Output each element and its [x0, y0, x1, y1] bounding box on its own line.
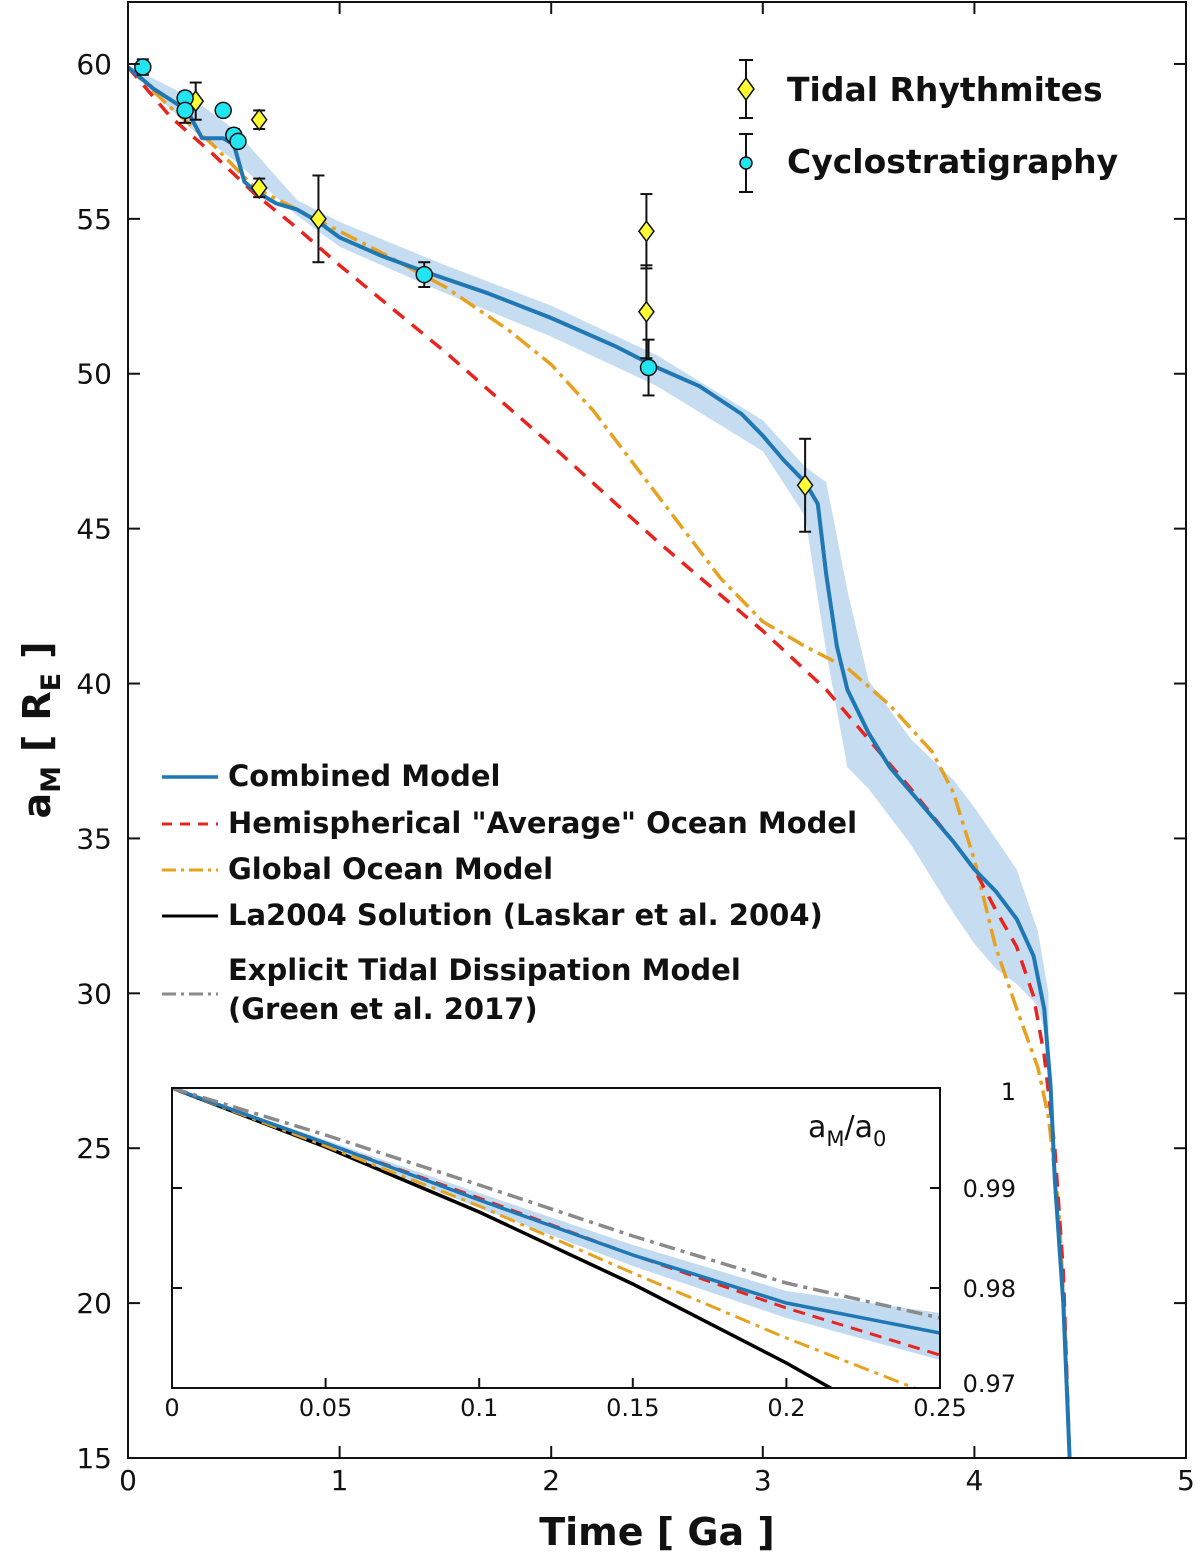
inset-x-tick-label: 0.2 — [767, 1394, 805, 1422]
legend-lines: Combined Model Hemispherical "Average" O… — [162, 759, 857, 1026]
y-axis-title-unit-sub: E — [36, 673, 67, 691]
data-points-group — [134, 58, 814, 533]
legend-rhythmite-label: Tidal Rhythmites — [787, 70, 1103, 109]
y-tick-label: 40 — [76, 668, 112, 701]
inset-plot: 0 0.05 0.1 0.15 0.2 0.250.970.980.991 aM/a0 — [164, 1078, 1016, 1422]
cyclostratigraphy-point — [214, 101, 232, 120]
inset-axes: 0 0.05 0.1 0.15 0.2 0.250.97 0.98 0.99 1 — [164, 1078, 1016, 1422]
legend-explicit-label-line2: (Green et al. 2017) — [228, 992, 538, 1026]
y-tick-label: 55 — [76, 203, 112, 236]
tidal-rhythmite-point — [637, 300, 655, 324]
legend-cyclo-label: Cyclostratigraphy — [787, 142, 1118, 181]
tidal-rhythmite-point — [637, 219, 655, 243]
inset-explicit-line — [172, 1088, 940, 1320]
inset-x-tick-label: 0.1 — [460, 1394, 498, 1422]
legend-cyclo-marker — [739, 156, 753, 170]
y-tick-label: 15 — [76, 1442, 112, 1475]
main-plot-frame — [127, 1, 1187, 1459]
inset-combined-line — [172, 1088, 940, 1335]
y-tick-label: 35 — [76, 822, 112, 855]
tidal-rhythmite-point — [250, 108, 268, 131]
x-tick-label: 5 — [1177, 1464, 1195, 1497]
x-tick-label: 0 — [119, 1464, 137, 1497]
cyclostratigraphy-point — [134, 58, 152, 76]
y-tick-label: 30 — [76, 977, 112, 1010]
inset-series-group — [172, 1088, 940, 1388]
x-tick-label: 2 — [542, 1464, 560, 1497]
inset-y-label-sub2: 0 — [873, 1127, 886, 1151]
y-axis-title-sub: M — [36, 766, 67, 793]
legend-explicit-label-line1: Explicit Tidal Dissipation Model — [228, 953, 741, 987]
y-tick-label: 50 — [76, 358, 112, 391]
hemispherical-ocean-model-line — [128, 65, 1072, 1458]
tidal-rhythmite-point — [796, 474, 814, 497]
y-tick-label: 25 — [76, 1132, 112, 1165]
inset-y-label-slash: /a — [845, 1110, 874, 1145]
inset-y-label-sub1: M — [826, 1127, 844, 1151]
cyclostratigraphy-point — [639, 358, 658, 377]
inset-y-tick-label: 0.98 — [963, 1275, 1016, 1303]
legend-rhythmite-marker — [737, 76, 755, 102]
inset-x-tick-label: 0.15 — [606, 1394, 659, 1422]
cyclostratigraphy-point — [229, 132, 247, 151]
inset-y-tick-label: 1 — [1001, 1078, 1016, 1106]
inset-x-tick-label: 0.25 — [913, 1394, 966, 1422]
y-axis-title-open: [ — [15, 735, 59, 752]
y-axis-title: aM [ RE] — [15, 642, 67, 819]
legend-points: Tidal Rhythmites Cyclostratigraphy — [737, 59, 1118, 193]
tidal-rhythmite-point — [250, 176, 268, 200]
y-axis-title-close: ] — [15, 642, 59, 659]
cyclostratigraphy-point — [176, 101, 194, 120]
legend-la2004-label: La2004 Solution (Laskar et al. 2004) — [228, 898, 823, 932]
inset-frame — [171, 1087, 941, 1389]
y-tick-label: 60 — [76, 48, 112, 81]
x-axis-title: Time [ Ga ] — [539, 1510, 775, 1552]
inset-x-tick-label: 0 — [164, 1394, 179, 1422]
x-tick-label: 1 — [331, 1464, 349, 1497]
inset-y-label: aM/a0 — [808, 1110, 886, 1151]
y-axis-title-unit: R — [15, 691, 59, 720]
x-tick-label: 3 — [754, 1464, 772, 1497]
inset-y-tick-label: 0.99 — [963, 1175, 1016, 1203]
tidal-rhythmite-point — [310, 207, 327, 231]
legend-global-label: Global Ocean Model — [228, 852, 553, 886]
y-axis-title-main: a — [15, 793, 59, 819]
y-tick-label: 45 — [76, 513, 112, 546]
legend-hemispherical-label: Hemispherical "Average" Ocean Model — [228, 806, 857, 840]
inset-y-label-main: a — [808, 1110, 826, 1145]
x-tick-label: 4 — [965, 1464, 983, 1497]
cyclostratigraphy-point — [415, 265, 433, 284]
inset-global-line — [172, 1088, 919, 1388]
inset-x-tick-label: 0.05 — [299, 1394, 352, 1422]
y-tick-label: 20 — [76, 1287, 112, 1320]
legend-combined-label: Combined Model — [228, 759, 500, 793]
inset-y-tick-label: 0.97 — [963, 1370, 1016, 1398]
